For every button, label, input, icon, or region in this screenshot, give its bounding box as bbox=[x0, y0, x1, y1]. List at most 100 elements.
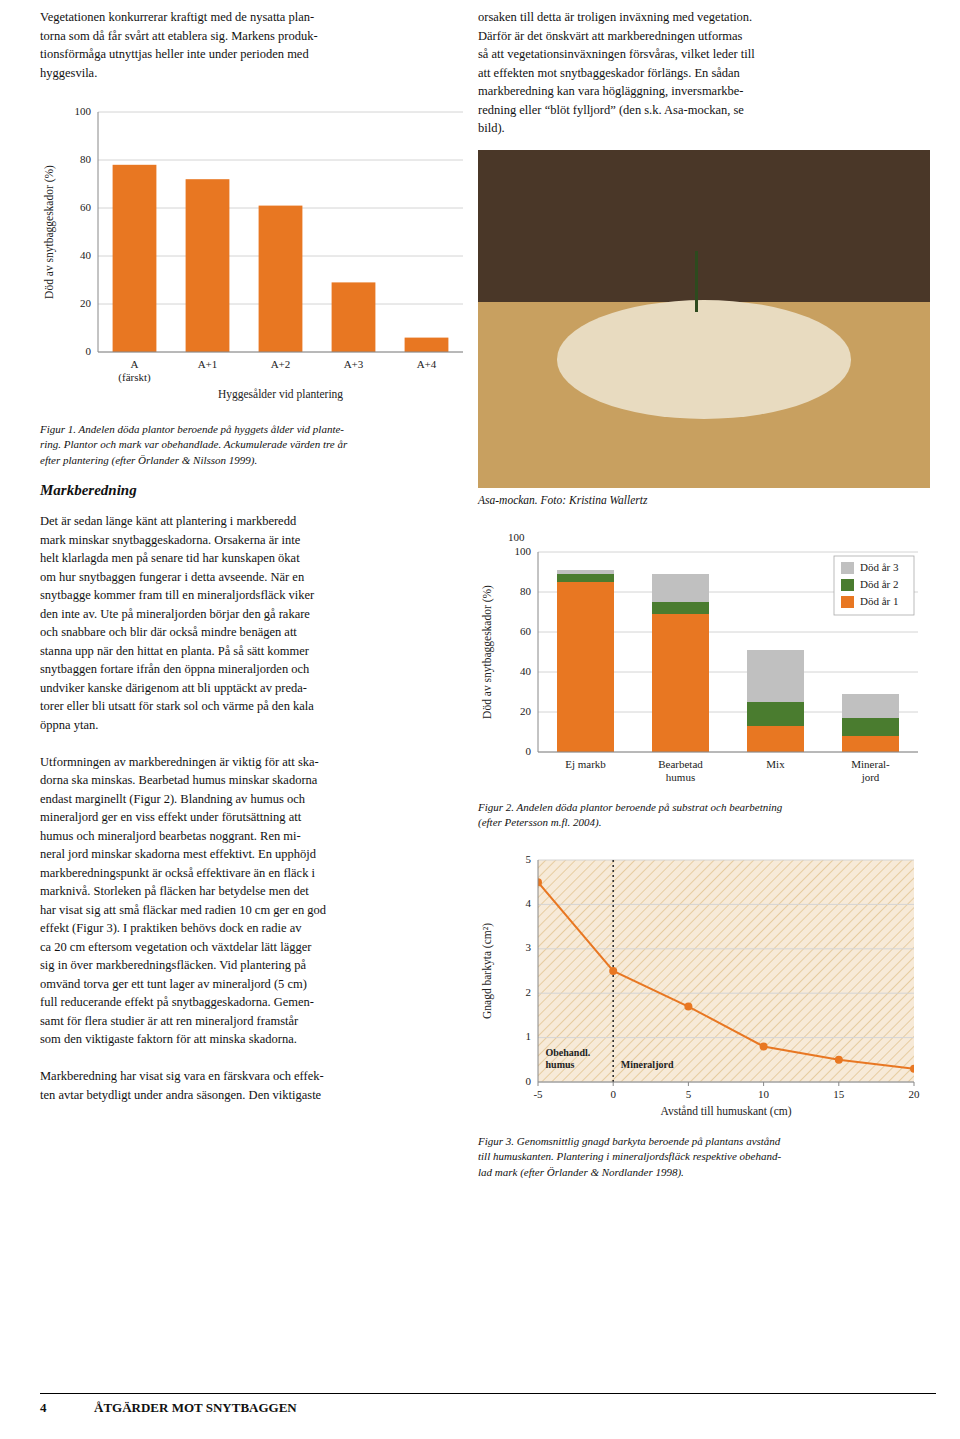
point bbox=[609, 967, 617, 975]
bar-segment bbox=[557, 574, 614, 582]
bar-segment bbox=[842, 718, 899, 736]
y-axis-label: Gnagd barkyta (cm²) bbox=[481, 923, 494, 1019]
bar bbox=[186, 179, 230, 352]
photo-caption: Asa-mockan. Foto: Kristina Wallertz bbox=[478, 494, 930, 506]
y-tick-label: 0 bbox=[86, 345, 92, 357]
x-axis-line bbox=[538, 1082, 914, 1083]
x-tick bbox=[763, 1082, 764, 1086]
x-axis-line bbox=[538, 752, 918, 753]
x-tick-label: 0 bbox=[610, 1088, 616, 1100]
y-tick-label: 60 bbox=[80, 201, 92, 213]
legend-label: Död år 2 bbox=[860, 578, 899, 590]
bar-segment bbox=[557, 582, 614, 752]
chart: 012345Gnagd barkyta (cm²)-505101520Avstå… bbox=[478, 848, 930, 1126]
y-tick-label: 80 bbox=[80, 153, 92, 165]
y-axis-line bbox=[538, 860, 539, 1082]
x-tick-label: A(färskt) bbox=[118, 358, 151, 384]
x-tick-label: A+3 bbox=[344, 358, 364, 370]
grid-line bbox=[538, 1037, 914, 1038]
legend-label: Död år 1 bbox=[860, 595, 899, 607]
bar-segment bbox=[747, 702, 804, 726]
figure-caption: Figur 3. Genomsnittlig gnagd barkyta ber… bbox=[478, 1134, 930, 1180]
legend-swatch bbox=[841, 562, 854, 574]
x-tick-label: 20 bbox=[909, 1088, 921, 1100]
annotation: Mineraljord bbox=[621, 1059, 674, 1070]
x-tick bbox=[688, 1082, 689, 1086]
text-line: A+2 bbox=[271, 358, 291, 370]
y-tick-label: 5 bbox=[526, 853, 532, 865]
photo-plant bbox=[695, 251, 698, 312]
x-tick bbox=[613, 1082, 614, 1086]
chart-svg: 020406080100Död av snytbaggeskador (%)A(… bbox=[40, 98, 475, 416]
section-title: Markberedning bbox=[40, 482, 475, 499]
footer-rule bbox=[40, 1393, 936, 1394]
y-tick-label: 0 bbox=[526, 745, 532, 757]
annotation: Obehandl.humus bbox=[546, 1047, 591, 1070]
grid-line bbox=[538, 904, 914, 905]
grid-line bbox=[538, 1082, 914, 1083]
x-tick-label: -5 bbox=[533, 1088, 543, 1100]
point bbox=[538, 878, 542, 886]
plot-background bbox=[538, 860, 914, 1082]
y-axis-label: Död av snytbaggeskador (%) bbox=[43, 165, 56, 299]
y-tick-label: 40 bbox=[520, 665, 532, 677]
text-line: (färskt) bbox=[118, 371, 151, 384]
bar bbox=[113, 165, 157, 352]
photo-mound bbox=[557, 300, 851, 418]
text-block: orsaken till detta är troligen inväxning… bbox=[478, 8, 930, 138]
bar-segment bbox=[747, 650, 804, 702]
legend: Död år 3 Död år 2 Död år 1 bbox=[834, 556, 914, 615]
x-tick-label: 15 bbox=[833, 1088, 845, 1100]
text-line: Obehandl. bbox=[546, 1047, 591, 1058]
page: Vegetationen konkurrerar kraftigt med de… bbox=[0, 0, 960, 1439]
x-tick-label: 5 bbox=[686, 1088, 692, 1100]
bar-segment bbox=[842, 736, 899, 752]
grid-line bbox=[538, 993, 914, 994]
y-tick-label: 0 bbox=[526, 1075, 532, 1087]
x-axis-label: Hyggesålder vid plantering bbox=[218, 388, 343, 401]
photo-background bbox=[478, 150, 930, 302]
text-line: Mineraljord bbox=[621, 1059, 674, 1070]
x-tick-label: Ej markb bbox=[565, 758, 606, 770]
text-line: Bearbetad bbox=[658, 758, 703, 770]
text-line: Ej markb bbox=[565, 758, 606, 770]
x-tick bbox=[914, 1082, 915, 1086]
y-tick-label: 100 bbox=[515, 545, 532, 557]
legend-label: Död år 3 bbox=[860, 561, 899, 573]
legend-box bbox=[834, 556, 914, 615]
x-tick bbox=[838, 1082, 839, 1086]
y-tick-label: 60 bbox=[520, 625, 532, 637]
point bbox=[835, 1056, 843, 1064]
point bbox=[760, 1042, 768, 1050]
grid-line bbox=[538, 552, 918, 553]
text-line: Mineral- bbox=[851, 758, 890, 770]
grid-line bbox=[98, 112, 463, 113]
x-axis-label: Avstånd till humuskant (cm) bbox=[660, 1105, 791, 1118]
line bbox=[538, 882, 914, 1068]
figure-caption: Figur 1. Andelen döda plantor beroende p… bbox=[40, 422, 495, 468]
y-tick-label: 4 bbox=[526, 897, 532, 909]
legend-swatch bbox=[841, 579, 854, 591]
bar-segment bbox=[652, 602, 709, 614]
grid-line bbox=[538, 860, 914, 861]
bar-segment bbox=[747, 726, 804, 752]
photo bbox=[478, 150, 930, 488]
point bbox=[684, 1003, 692, 1011]
x-tick-label: Bearbetadhumus bbox=[658, 758, 703, 783]
bar-segment bbox=[842, 694, 899, 718]
y-tick-label: 20 bbox=[520, 705, 532, 717]
y-tick-label: 1 bbox=[526, 1030, 532, 1042]
text-line: A+3 bbox=[344, 358, 364, 370]
y-tick-label: 3 bbox=[526, 941, 532, 953]
text-line: humus bbox=[546, 1059, 575, 1070]
y-axis-line bbox=[98, 112, 99, 352]
grid-line bbox=[98, 352, 463, 353]
text-line: A+1 bbox=[198, 358, 218, 370]
x-tick-label: Mineral-jord bbox=[851, 758, 890, 783]
marks bbox=[557, 570, 899, 752]
y-tick-label: 100 bbox=[75, 105, 92, 117]
x-tick-label: A+2 bbox=[271, 358, 291, 370]
bar-segment bbox=[652, 614, 709, 752]
point bbox=[910, 1065, 914, 1073]
x-tick-label: 10 bbox=[758, 1088, 770, 1100]
